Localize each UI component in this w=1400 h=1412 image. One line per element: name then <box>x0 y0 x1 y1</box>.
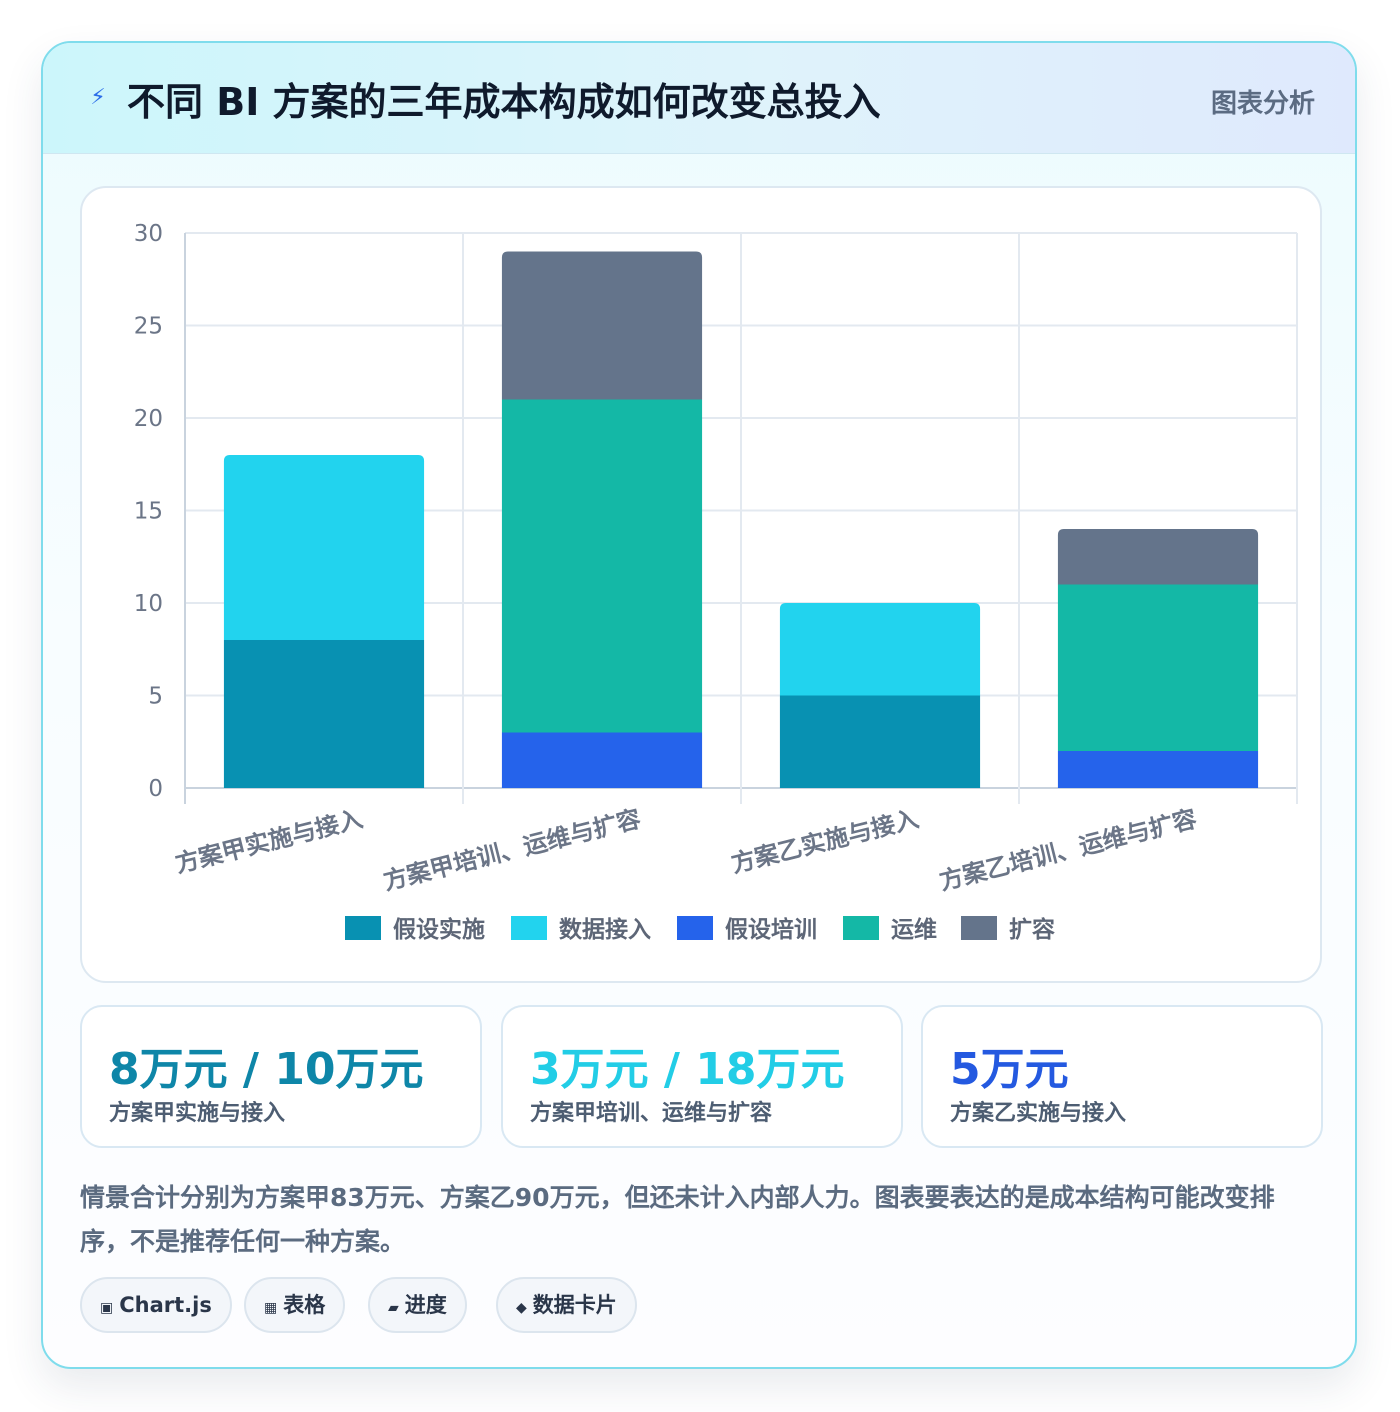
legend-swatch <box>843 916 879 940</box>
progress-icon: ▰ <box>388 1300 399 1316</box>
bar-segment <box>223 455 425 640</box>
y-tick-label: 15 <box>134 499 163 525</box>
table-icon: ▦ <box>264 1300 278 1316</box>
chart-analysis-tag: 图表分析 <box>1210 89 1315 119</box>
bar-segment <box>1057 584 1259 751</box>
stat-card-1: 8万元 / 10万元 方案甲实施与接入 <box>80 1005 482 1148</box>
chip-label: 表格 <box>283 1293 326 1317</box>
chart-panel: 0 5 10 15 20 25 30 方案甲实施与接入 方案甲培训、运维与扩容 方案乙实施与接入方… <box>80 186 1322 983</box>
legend-label: 数据接入 <box>559 917 651 943</box>
stat-label-3: 方案乙实施与接入 <box>950 1101 1127 1126</box>
chip-chartjs[interactable]: ▣ Chart.js <box>80 1277 232 1333</box>
summary-note: 情景合计分别为方案甲83万元、方案乙90万元，但还未计入内部人力。图表要表达的是… <box>80 1183 1275 1256</box>
bar-segment <box>501 251 703 400</box>
chip-table[interactable]: ▦ 表格 <box>244 1277 346 1333</box>
chip-label: 进度 <box>404 1293 447 1317</box>
bar-segment <box>501 399 703 733</box>
chart-card: ⚡ 不同 BI 方案的三年成本构成如何改变总投入 图表分析 0 5 10 15 20 25… <box>41 41 1357 1369</box>
stat-value-1: 8万元 / 10万元 <box>109 1044 424 1095</box>
stat-card-2: 3万元 / 18万元 方案甲培训、运维与扩容 <box>501 1005 903 1148</box>
bar-segment <box>779 603 981 696</box>
bar-segment <box>1057 529 1259 585</box>
y-tick-label: 10 <box>134 591 163 617</box>
y-tick-label: 0 <box>148 776 163 802</box>
legend-swatch <box>511 916 547 940</box>
bar-segment <box>779 695 981 788</box>
bar-segment <box>223 640 425 788</box>
y-tick-label: 25 <box>134 314 163 340</box>
legend-label: 运维 <box>891 916 937 943</box>
chart-icon: ▣ <box>100 1300 114 1316</box>
stat-card-3: 5万元 方案乙实施与接入 <box>921 1005 1323 1148</box>
x-tick-label: 方案乙实施与接入 <box>728 805 921 879</box>
y-tick-label: 20 <box>134 406 163 432</box>
stacked-bar-chart: 0 5 10 15 20 25 30 方案甲实施与接入 方案甲培训、运维与扩容 方案乙实施与接入方… <box>134 221 1298 943</box>
x-tick-label: 方案甲培训、运维与扩容 <box>381 805 644 896</box>
card-title: 不同 BI 方案的三年成本构成如何改变总投入 <box>127 80 881 124</box>
bar-segment <box>501 732 703 788</box>
legend-swatch <box>345 916 381 940</box>
x-tick-label: 方案甲实施与接入 <box>172 805 365 879</box>
stat-label-1: 方案甲实施与接入 <box>109 1101 286 1126</box>
legend-swatch <box>677 916 713 940</box>
x-tick-label: 方案乙培训、运维与扩容 <box>937 805 1200 896</box>
diamond-icon: ◆ <box>516 1300 527 1316</box>
bar-segment <box>1057 751 1259 788</box>
card-header: ⚡ 不同 BI 方案的三年成本构成如何改变总投入 图表分析 <box>43 43 1355 154</box>
chip-data-card[interactable]: ◆ 数据卡片 <box>496 1277 637 1333</box>
chip-progress[interactable]: ▰ 进度 <box>368 1277 467 1333</box>
legend-label: 假设培训 <box>725 916 817 943</box>
stat-value-2: 3万元 / 18万元 <box>530 1044 845 1095</box>
legend-label: 假设实施 <box>393 916 485 943</box>
stat-value-3: 5万元 <box>950 1044 1069 1095</box>
lightning-icon: ⚡ <box>90 85 106 110</box>
legend-swatch <box>961 916 997 940</box>
y-tick-label: 5 <box>148 684 163 710</box>
stat-label-2: 方案甲培训、运维与扩容 <box>530 1101 773 1126</box>
chip-label: 数据卡片 <box>532 1293 617 1317</box>
legend-label: 扩容 <box>1009 916 1055 943</box>
y-tick-label: 30 <box>134 221 163 247</box>
chip-label: Chart.js <box>119 1293 212 1317</box>
